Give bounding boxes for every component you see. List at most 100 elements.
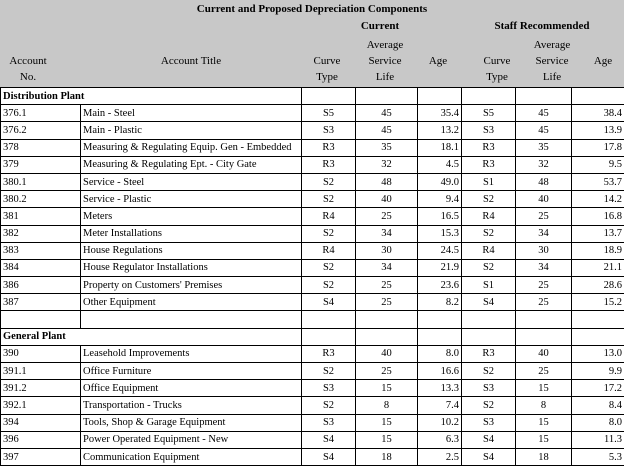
section-empty-cell [516, 88, 572, 105]
section-title: Distribution Plant [1, 88, 302, 105]
account-title-cell: Meter Installations [81, 225, 302, 242]
staff-service-life-cell: 40 [516, 191, 572, 208]
account-number-cell: 396 [1, 431, 81, 448]
staff-curve-type-cell: S3 [462, 122, 516, 139]
current-service-life-cell: 45 [356, 105, 418, 122]
col-account-line1: Account [0, 53, 56, 69]
account-number-cell: 390 [1, 345, 81, 362]
section-empty-cell [572, 328, 624, 345]
account-title-cell: Measuring & Regulating Equip. Gen - Embe… [81, 139, 302, 156]
account-number-cell: 376.1 [1, 105, 81, 122]
col-account-title: Account Title [82, 53, 300, 69]
current-curve-type-cell: S2 [302, 259, 356, 276]
account-title-cell: Main - Steel [81, 105, 302, 122]
staff-age-cell: 13.0 [572, 345, 624, 362]
current-service-life-cell: 48 [356, 173, 418, 190]
col-current-curve-line1: Curve [300, 53, 354, 69]
current-service-life-cell: 15 [356, 380, 418, 397]
current-service-life-cell: 45 [356, 122, 418, 139]
current-service-life-cell: 18 [356, 448, 418, 465]
account-number-cell: 391.2 [1, 380, 81, 397]
staff-service-life-cell: 40 [516, 345, 572, 362]
staff-age-cell: 16.8 [572, 208, 624, 225]
staff-service-life-cell: 35 [516, 139, 572, 156]
col-staff-asl-line1: Average [522, 37, 582, 53]
group-current: Current [300, 18, 460, 34]
spacer-cell [516, 311, 572, 328]
spacer-cell [462, 311, 516, 328]
spacer-cell [81, 311, 302, 328]
account-number-cell: 380.2 [1, 191, 81, 208]
current-curve-type-cell: R4 [302, 242, 356, 259]
current-age-cell: 7.4 [418, 397, 462, 414]
account-number-cell: 386 [1, 277, 81, 294]
col-current-asl-line1: Average [354, 37, 416, 53]
current-service-life-cell: 40 [356, 345, 418, 362]
current-service-life-cell: 8 [356, 397, 418, 414]
current-curve-type-cell: S2 [302, 173, 356, 190]
account-number-cell: 384 [1, 259, 81, 276]
current-age-cell: 23.6 [418, 277, 462, 294]
current-curve-type-cell: S3 [302, 414, 356, 431]
current-service-life-cell: 34 [356, 225, 418, 242]
account-title-cell: Measuring & Regulating Ept. - City Gate [81, 156, 302, 173]
staff-age-cell: 13.7 [572, 225, 624, 242]
col-staff-curve-line1: Curve [470, 53, 524, 69]
section-title: General Plant [1, 328, 302, 345]
staff-service-life-cell: 32 [516, 156, 572, 173]
current-service-life-cell: 25 [356, 277, 418, 294]
account-title-cell: Main - Plastic [81, 122, 302, 139]
account-number-cell: 383 [1, 242, 81, 259]
staff-age-cell: 14.2 [572, 191, 624, 208]
current-curve-type-cell: S3 [302, 380, 356, 397]
staff-curve-type-cell: R3 [462, 139, 516, 156]
staff-service-life-cell: 48 [516, 173, 572, 190]
staff-service-life-cell: 30 [516, 242, 572, 259]
current-service-life-cell: 25 [356, 208, 418, 225]
section-empty-cell [462, 328, 516, 345]
current-curve-type-cell: S2 [302, 397, 356, 414]
spacer-cell [302, 311, 356, 328]
staff-age-cell: 38.4 [572, 105, 624, 122]
current-curve-type-cell: S2 [302, 191, 356, 208]
account-title-cell: Service - Steel [81, 173, 302, 190]
section-empty-cell [418, 88, 462, 105]
col-account-line2: No. [0, 69, 56, 85]
current-service-life-cell: 15 [356, 431, 418, 448]
current-age-cell: 16.6 [418, 363, 462, 380]
staff-age-cell: 5.3 [572, 448, 624, 465]
staff-age-cell: 28.6 [572, 277, 624, 294]
staff-curve-type-cell: S3 [462, 380, 516, 397]
spacer-cell [356, 311, 418, 328]
account-title-cell: Other Equipment [81, 294, 302, 311]
account-number-cell: 392.1 [1, 397, 81, 414]
staff-age-cell: 8.0 [572, 414, 624, 431]
group-staff-recommended: Staff Recommended [460, 18, 624, 34]
staff-curve-type-cell: R4 [462, 242, 516, 259]
staff-age-cell: 18.9 [572, 242, 624, 259]
staff-age-cell: 17.8 [572, 139, 624, 156]
section-empty-cell [462, 88, 516, 105]
staff-service-life-cell: 34 [516, 259, 572, 276]
staff-curve-type-cell: S4 [462, 294, 516, 311]
table-header: Current and Proposed Depreciation Compon… [0, 0, 624, 87]
current-age-cell: 18.1 [418, 139, 462, 156]
current-service-life-cell: 35 [356, 139, 418, 156]
account-title-cell: House Regulations [81, 242, 302, 259]
account-title-cell: Office Furniture [81, 363, 302, 380]
current-age-cell: 8.2 [418, 294, 462, 311]
staff-curve-type-cell: S2 [462, 363, 516, 380]
account-number-cell: 378 [1, 139, 81, 156]
staff-curve-type-cell: R3 [462, 345, 516, 362]
current-service-life-cell: 34 [356, 259, 418, 276]
current-age-cell: 2.5 [418, 448, 462, 465]
current-age-cell: 15.3 [418, 225, 462, 242]
account-number-cell: 394 [1, 414, 81, 431]
